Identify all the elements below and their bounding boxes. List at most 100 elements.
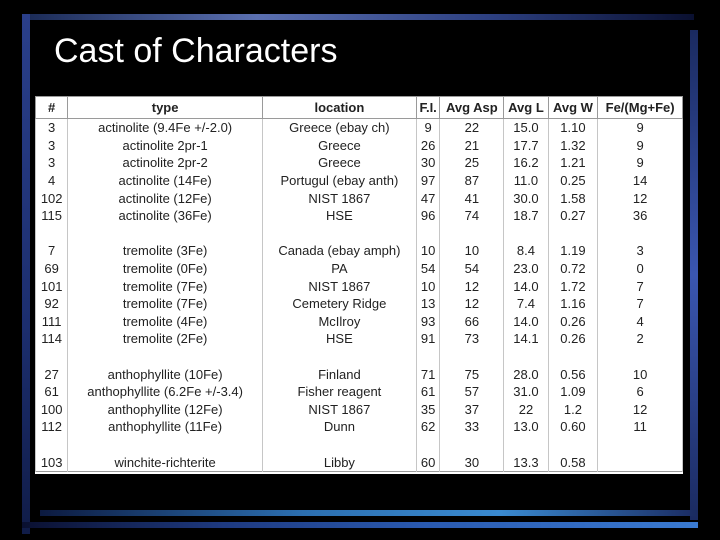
table-cell: 1.09 <box>547 382 599 401</box>
table-cell: actinolite (12Fe) <box>67 189 263 207</box>
table-cell: actinolite (14Fe) <box>67 171 263 190</box>
table-cell: 92 <box>34 294 69 313</box>
table-cell: 22 <box>439 118 505 137</box>
table-cell <box>547 435 599 454</box>
table-cell: 13.0 <box>503 418 549 436</box>
table-cell <box>547 224 599 243</box>
table-cell: 14 <box>597 171 683 190</box>
table-cell: 30 <box>415 154 441 172</box>
table-cell: 54 <box>415 259 441 278</box>
table-cell: Greece <box>261 154 417 172</box>
table-cell: 0.25 <box>547 171 599 190</box>
table-cell: 16.2 <box>503 154 549 172</box>
table-row: 112 anthophyllite (11Fe) Dunn 62 33 13.0 0.60 1… <box>34 418 683 436</box>
table-cell: 13.3 <box>503 453 549 472</box>
table-cell: 101 <box>34 277 69 295</box>
table-cell: 12 <box>597 189 683 207</box>
table-cell: tremolite (0Fe) <box>67 259 263 278</box>
table-cell <box>503 435 549 454</box>
table-row <box>34 435 683 454</box>
column-header: Avg Asp <box>439 96 505 119</box>
table-row: 92 tremolite (7Fe) Cemetery Ridge 13 12 7.4 1.… <box>34 294 683 313</box>
table-cell: 66 <box>439 312 505 331</box>
table-cell <box>597 347 683 366</box>
table-cell: 14.0 <box>503 277 549 295</box>
decorative-bar-left <box>22 14 30 534</box>
table-cell: 9 <box>415 118 441 137</box>
table-cell: 1.2 <box>547 400 599 419</box>
table-cell: 26 <box>415 136 441 155</box>
decorative-bar-top <box>22 14 694 20</box>
table-cell: anthophyllite (10Fe) <box>67 365 263 383</box>
table-row: 114 tremolite (2Fe) HSE 91 73 14.1 0.26 2 <box>34 330 683 348</box>
table-cell <box>34 224 69 243</box>
table-cell <box>503 347 549 366</box>
table-cell: 1.19 <box>547 242 599 260</box>
table-row: 102 actinolite (12Fe) NIST 1867 47 41 30.0 1.5… <box>34 189 683 207</box>
table-cell: Canada (ebay amph) <box>261 242 417 260</box>
table-cell: 3 <box>34 154 69 172</box>
table-cell: 0.58 <box>547 453 599 472</box>
table-cell: 1.21 <box>547 154 599 172</box>
table-row: 3 actinolite 2pr-1 Greece 26 21 17.7 1.32 9 <box>34 136 683 155</box>
table-cell: 69 <box>34 259 69 278</box>
table-cell: 115 <box>34 206 69 225</box>
table-cell: 61 <box>415 382 441 401</box>
table-cell: 9 <box>597 136 683 155</box>
table-header-row: # type location F.I. Avg Asp Avg L Avg W Fe/(Mg… <box>34 96 683 119</box>
table-cell <box>503 224 549 243</box>
table-cell: 71 <box>415 365 441 383</box>
table-cell: 111 <box>34 312 69 331</box>
table-cell: 0.56 <box>547 365 599 383</box>
table-cell: NIST 1867 <box>261 189 417 207</box>
table-cell: 0 <box>597 259 683 278</box>
table-cell: 60 <box>415 453 441 472</box>
table-cell: Greece <box>261 136 417 155</box>
table-cell: tremolite (7Fe) <box>67 294 263 313</box>
table-cell: 54 <box>439 259 505 278</box>
table-cell: 13 <box>415 294 441 313</box>
table-cell <box>547 347 599 366</box>
table-cell: anthophyllite (6.2Fe +/-3.4) <box>67 382 263 401</box>
table-body: 3 actinolite (9.4Fe +/-2.0) Greece (ebay c… <box>34 118 683 472</box>
table-cell: anthophyllite (11Fe) <box>67 418 263 436</box>
table-cell: 14.1 <box>503 330 549 348</box>
table-cell: 114 <box>34 330 69 348</box>
table-cell <box>34 347 69 366</box>
table-cell: 17.7 <box>503 136 549 155</box>
table-cell: tremolite (7Fe) <box>67 277 263 295</box>
table-row: 69 tremolite (0Fe) PA 54 54 23.0 0.72 0 <box>34 259 683 278</box>
table-cell: 0.27 <box>547 206 599 225</box>
table-cell: 1.58 <box>547 189 599 207</box>
table-cell: 15.0 <box>503 118 549 137</box>
table-cell: 96 <box>415 206 441 225</box>
table-cell: actinolite 2pr-1 <box>67 136 263 155</box>
table-cell: 8.4 <box>503 242 549 260</box>
table-cell: 27 <box>34 365 69 383</box>
table-cell: 9 <box>597 118 683 137</box>
table-cell: Greece (ebay ch) <box>261 118 417 137</box>
table-cell: 91 <box>415 330 441 348</box>
table-cell: 0.26 <box>547 312 599 331</box>
table-cell: actinolite (9.4Fe +/-2.0) <box>67 118 263 137</box>
table-cell: 9 <box>597 154 683 172</box>
table-cell: 10 <box>415 242 441 260</box>
table-cell: 11.0 <box>503 171 549 190</box>
table-row: 61 anthophyllite (6.2Fe +/-3.4) Fisher rea… <box>34 382 683 401</box>
table-cell <box>34 435 69 454</box>
table-cell: 74 <box>439 206 505 225</box>
table-cell: Finland <box>261 365 417 383</box>
table-cell: NIST 1867 <box>261 277 417 295</box>
table-cell: HSE <box>261 206 417 225</box>
table-cell: 61 <box>34 382 69 401</box>
table-cell <box>261 347 417 366</box>
table-cell: 18.7 <box>503 206 549 225</box>
table-cell: 11 <box>597 418 683 436</box>
table-cell: 100 <box>34 400 69 419</box>
table-cell: 0.60 <box>547 418 599 436</box>
table-row: 115 actinolite (36Fe) HSE 96 74 18.7 0.27 36 <box>34 206 683 225</box>
table-row: 103 winchite-richterite Libby 60 30 13.3 0.58 <box>34 453 683 472</box>
table-cell: 4 <box>34 171 69 190</box>
table-cell: Portugul (ebay anth) <box>261 171 417 190</box>
table-cell: McIlroy <box>261 312 417 331</box>
